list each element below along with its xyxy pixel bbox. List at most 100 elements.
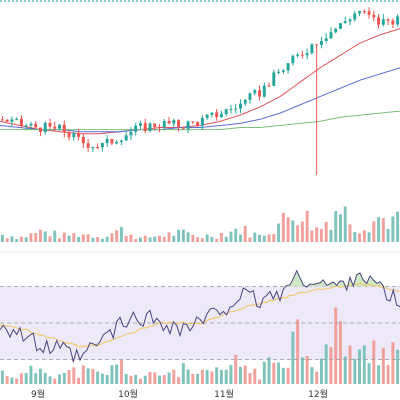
rsi-volume-bar (153, 372, 157, 384)
volume-bar (381, 218, 385, 242)
volume-bar (81, 234, 85, 242)
candle-body (105, 138, 109, 144)
rsi-volume-bar (348, 345, 352, 384)
volume-bar (348, 224, 352, 242)
candle-body (281, 70, 285, 72)
rsi-volume-bar (5, 376, 9, 384)
rsi-volume-bar (86, 368, 90, 384)
volume-bar (186, 232, 190, 242)
volume-bar (386, 228, 390, 242)
volume-bar (58, 238, 61, 242)
rsi-volume-bar (148, 371, 152, 384)
volume-bar (96, 237, 100, 242)
rsi-volume-bar (10, 377, 14, 384)
candle-body (334, 28, 338, 33)
price-volume-bars (0, 206, 400, 242)
ma-line-blue (0, 67, 400, 133)
volume-bar (172, 235, 176, 242)
volume-bar (296, 225, 300, 242)
volume-bar (19, 236, 23, 242)
volume-bar (305, 210, 309, 242)
candle-body (24, 125, 28, 127)
candle-body (291, 55, 295, 64)
candle-body (62, 124, 66, 133)
rsi-volume-bar (381, 347, 385, 384)
volume-bar (29, 233, 33, 242)
rsi-volume-bar (262, 361, 266, 384)
rsi-volume-bar (329, 347, 333, 384)
volume-bar (343, 206, 347, 242)
candle-body (239, 103, 242, 109)
volume-bar (329, 229, 333, 242)
candle-body (115, 141, 119, 144)
rsi-volume-bar (24, 373, 28, 384)
volume-bar (272, 234, 276, 242)
volume-bar (143, 235, 147, 242)
ma-line-green (0, 110, 400, 131)
candle-body (186, 121, 190, 129)
volume-bar (315, 227, 319, 242)
candle-body (315, 44, 319, 46)
candle-body (29, 123, 33, 126)
rsi-volume-bar (77, 377, 81, 384)
candle-body (39, 127, 42, 133)
candle-body (248, 93, 252, 100)
rsi-volume-bar (196, 373, 200, 384)
rsi-volume-bar (205, 369, 209, 384)
rsi-overbought-fill (0, 270, 400, 287)
volume-bar (229, 231, 233, 242)
moving-average-lines (0, 28, 400, 135)
volume-bar (353, 232, 357, 242)
rsi-volume-bar (343, 356, 347, 384)
candle-body (86, 143, 90, 148)
x-tick-label-dec: 12월 (308, 388, 328, 400)
candle-body (391, 20, 395, 25)
rsi-volume-bar (396, 349, 400, 384)
rsi-volume-bars (0, 307, 400, 384)
candle-body (10, 119, 14, 122)
volume-bar (253, 232, 257, 242)
candlestick-series (0, 7, 400, 175)
volume-bar (24, 237, 28, 242)
candle-body (377, 17, 381, 25)
rsi-volume-bar (72, 367, 76, 384)
candle-body (358, 11, 361, 14)
rsi-volume-bar (162, 374, 166, 384)
volume-bar (191, 234, 195, 242)
rsi-volume-bar (110, 365, 114, 384)
rsi-lines (0, 269, 400, 364)
candle-body (172, 120, 176, 124)
volume-bar (15, 239, 19, 242)
volume-bar (281, 212, 285, 242)
candle-body (196, 121, 200, 126)
rsi-volume-bar (34, 373, 38, 384)
candle-body (258, 90, 261, 97)
rsi-volume-bar (300, 357, 304, 384)
candle-body (224, 109, 228, 115)
volume-bar (224, 236, 228, 242)
candle-body (158, 127, 161, 129)
volume-bar (43, 231, 47, 242)
candle-body (343, 21, 347, 24)
rsi-volume-bar (105, 375, 109, 384)
volume-bar (139, 237, 142, 242)
volume-bar (286, 217, 290, 242)
volume-bar (391, 216, 395, 242)
candle-body (81, 136, 85, 144)
rsi-volume-bar (158, 375, 161, 384)
candle-body (43, 122, 47, 133)
x-tick-label-oct: 10월 (118, 388, 138, 400)
candle-body (386, 19, 390, 21)
rsi-volume-bar (358, 349, 361, 384)
rsi-volume-bar (167, 372, 171, 384)
rsi-volume-bar (172, 369, 176, 384)
volume-bar (162, 236, 166, 242)
candle-body (143, 123, 147, 131)
volume-bar (110, 233, 114, 242)
rsi-volume-bar (291, 331, 295, 384)
candle-body (319, 40, 323, 45)
rsi-volume-bar (181, 363, 185, 384)
volume-bar (124, 236, 128, 242)
rsi-volume-bar (119, 359, 123, 384)
rsi-volume-bar (39, 368, 42, 384)
